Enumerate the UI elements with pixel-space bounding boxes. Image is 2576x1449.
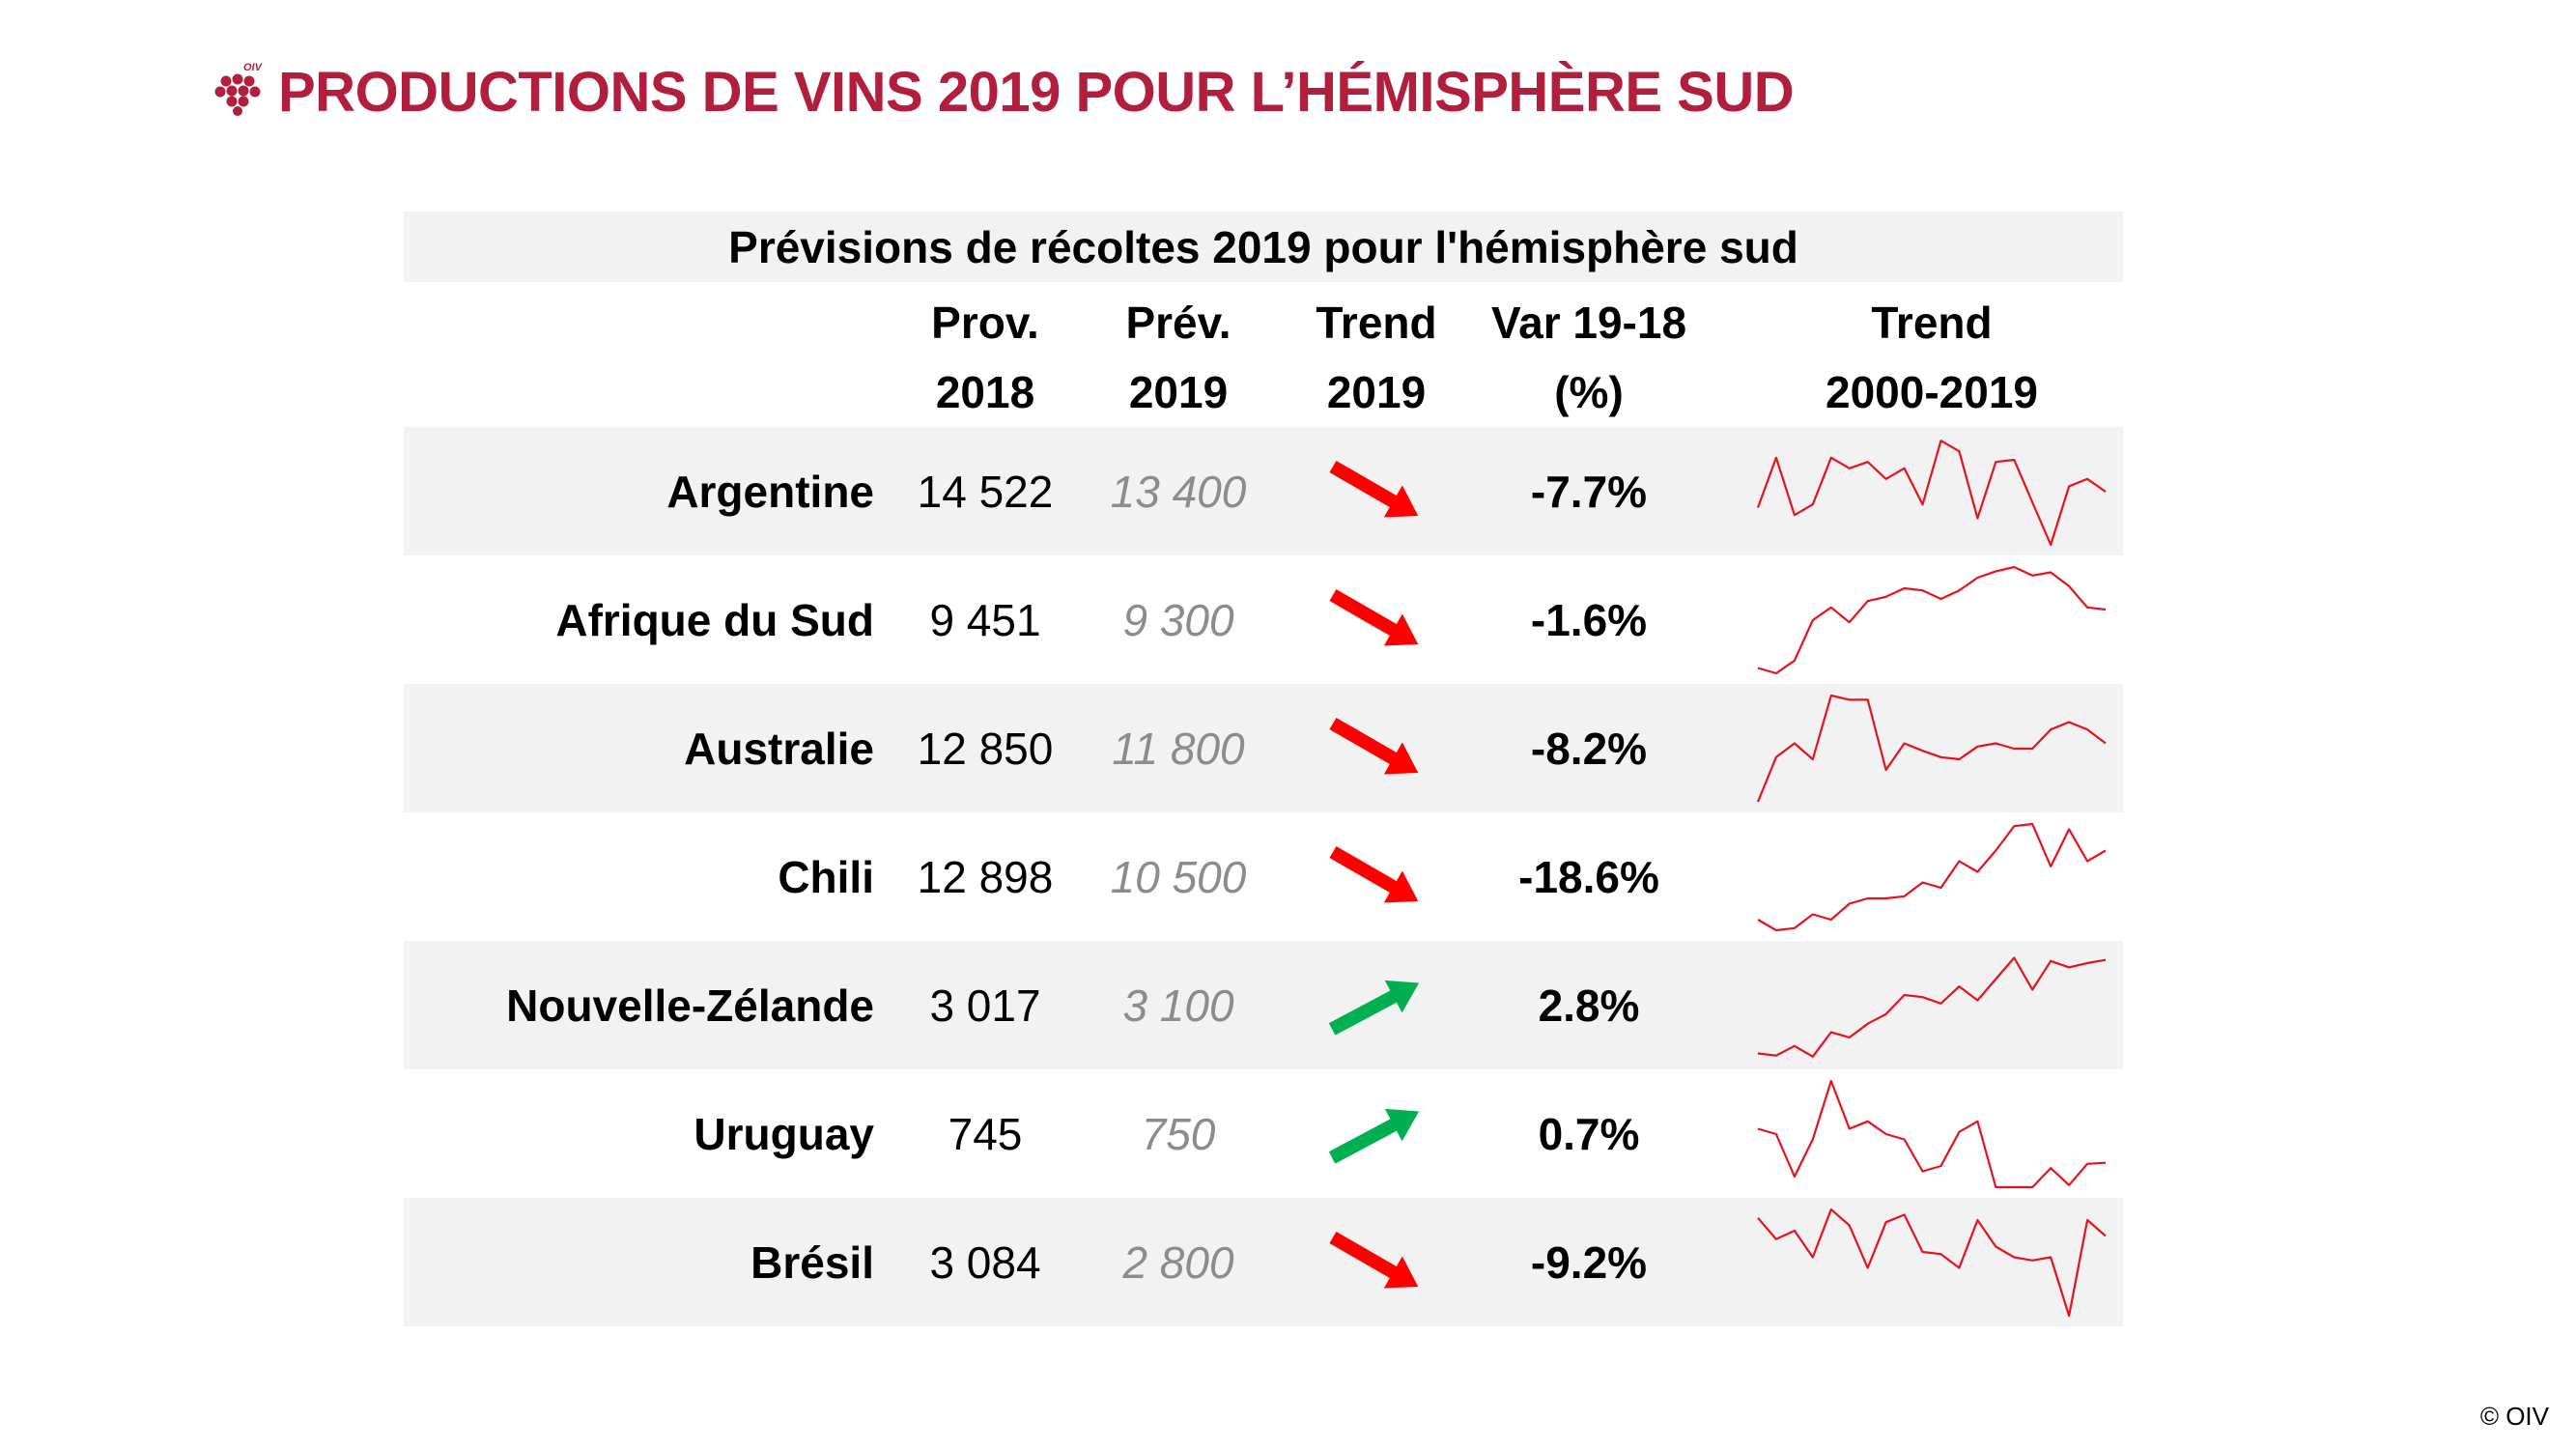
sparkline-cell [1748, 1198, 2115, 1326]
trend-down-arrow-icon [1329, 588, 1419, 645]
variation-percent: -1.6% [1530, 594, 1648, 645]
column-header-trend-2019: Trend 2019 [1316, 298, 1437, 417]
table-row: Afrique du Sud 9 451 9 300 -1.6% [404, 555, 2123, 684]
trend-sparkline [1756, 440, 2107, 547]
page-title: PRODUCTIONS DE VINS 2019 POUR L’HÉMISPHÈ… [278, 61, 1795, 124]
variation-percent: -8.2% [1530, 723, 1648, 774]
logo-text: OIV [243, 62, 264, 73]
forecast-2019: 750 [1141, 1108, 1216, 1159]
trend-down-arrow-icon [1329, 460, 1419, 517]
harvest-forecast-table: Prévisions de récoltes 2019 pour l'hémis… [404, 212, 2123, 1326]
table-row: Chili 12 898 10 500 -18.6% [404, 812, 2123, 941]
trend-cell [1275, 555, 1478, 684]
forecast-2019: 10 500 [1110, 851, 1247, 902]
trend-cell [1275, 684, 1478, 812]
sparkline-cell [1748, 555, 2115, 684]
forecast-2019: 13 400 [1110, 466, 1247, 517]
production-2018: 3 084 [929, 1236, 1041, 1288]
trend-sparkline [1757, 1079, 2107, 1189]
oiv-grape-logo: OIV [214, 62, 264, 116]
sparkline-path [1757, 1208, 2107, 1318]
sparkline-path [1756, 694, 2107, 803]
trend-up-arrow-icon [1328, 980, 1420, 1036]
country-name: Argentine [666, 466, 874, 517]
forecast-2019: 2 800 [1122, 1236, 1234, 1288]
country-name: Chili [778, 851, 874, 902]
sparkline-cell [1748, 427, 2115, 555]
column-header-prev-2019: Prév. 2019 [1125, 298, 1231, 417]
trend-cell [1275, 812, 1478, 941]
production-2018: 3 017 [929, 980, 1041, 1031]
table-caption: Prévisions de récoltes 2019 pour l'hémis… [404, 212, 2123, 282]
copyright: © OIV [2479, 1402, 2549, 1431]
trend-sparkline [1756, 694, 2107, 803]
variation-percent: -9.2% [1530, 1236, 1648, 1288]
table-row: Brésil 3 084 2 800 -9.2% [404, 1198, 2123, 1326]
table-row: Australie 12 850 11 800 -8.2% [404, 684, 2123, 812]
forecast-2019: 3 100 [1122, 980, 1234, 1031]
country-name: Brésil [750, 1236, 874, 1288]
table-header: Prov. 2018 Prév. 2019 Trend 2019 Var 19-18(… [404, 282, 2123, 427]
production-2018: 12 898 [917, 851, 1054, 902]
sparkline-path [1757, 1079, 2107, 1189]
trend-sparkline [1757, 1208, 2107, 1318]
table-row: Uruguay 745 750 0.7% [404, 1069, 2123, 1198]
trend-cell [1275, 941, 1478, 1069]
production-2018: 745 [948, 1108, 1023, 1159]
sparkline-path [1756, 440, 2107, 547]
column-header-var: Var 19-18 (%) [1490, 298, 1687, 417]
country-name: Uruguay [694, 1108, 874, 1159]
variation-percent: 2.8% [1538, 980, 1640, 1031]
trend-up-arrow-icon [1328, 1108, 1420, 1164]
table-row: Argentine 14 522 13 400 -7.7% [404, 427, 2123, 555]
sparkline-cell [1748, 941, 2115, 1069]
trend-sparkline [1757, 822, 2107, 932]
country-name: Nouvelle-Zélande [506, 980, 874, 1031]
variation-percent: -18.6% [1518, 851, 1659, 902]
trend-cell [1275, 1198, 1478, 1326]
country-name: Australie [684, 723, 874, 774]
column-header-trend-2000-2019: Trend 2000-2019 [1826, 298, 2038, 417]
trend-sparkline [1757, 565, 2107, 675]
trend-cell [1275, 1069, 1478, 1198]
production-2018: 9 451 [929, 594, 1041, 645]
trend-cell [1275, 427, 1478, 555]
production-2018: 12 850 [917, 723, 1054, 774]
table-body: Argentine 14 522 13 400 -7.7% Afrique du Sud… [404, 427, 2123, 1326]
sparkline-cell [1748, 684, 2115, 812]
trend-down-arrow-icon [1329, 1231, 1419, 1288]
trend-sparkline [1757, 956, 2107, 1058]
country-name: Afrique du Sud [555, 594, 874, 645]
trend-down-arrow-icon [1329, 717, 1419, 774]
production-2018: 14 522 [917, 466, 1054, 517]
sparkline-path [1757, 565, 2107, 675]
forecast-2019: 9 300 [1122, 594, 1234, 645]
variation-percent: -7.7% [1530, 466, 1648, 517]
column-header-prov-2018: Prov. 2018 [931, 298, 1039, 417]
forecast-2019: 11 800 [1112, 723, 1245, 774]
variation-percent: 0.7% [1538, 1108, 1640, 1159]
sparkline-path [1757, 822, 2107, 932]
sparkline-path [1757, 956, 2107, 1058]
table-row: Nouvelle-Zélande 3 017 3 100 2.8% [404, 941, 2123, 1069]
sparkline-cell [1748, 1069, 2115, 1198]
sparkline-cell [1748, 812, 2115, 941]
trend-down-arrow-icon [1329, 845, 1419, 902]
